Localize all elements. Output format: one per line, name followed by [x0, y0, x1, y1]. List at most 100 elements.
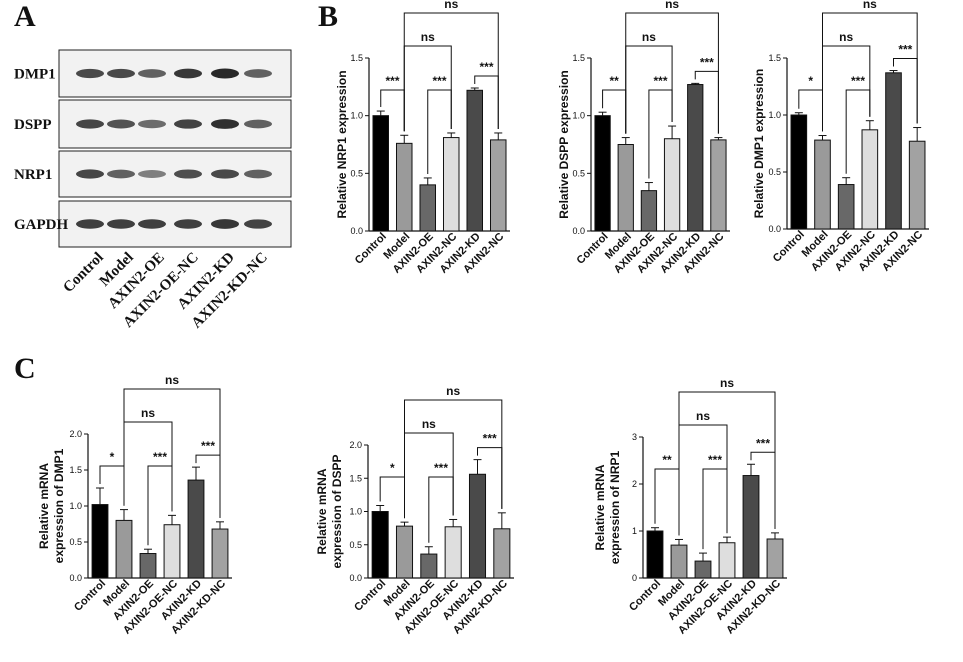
- significance-label: ***: [385, 74, 399, 88]
- significance-label: *: [110, 450, 115, 464]
- significance-bracket: [99, 465, 125, 506]
- panel-label-a: A: [14, 0, 36, 33]
- bar: [718, 542, 736, 579]
- significance-label: **: [609, 74, 619, 88]
- blot-band: [211, 219, 239, 229]
- x-tick-label: Control: [627, 578, 663, 614]
- significance-label: ***: [479, 60, 493, 74]
- significance-label: ***: [708, 453, 722, 467]
- y-axis-title: Relative DSPP expression: [557, 70, 571, 219]
- significance-label: *: [390, 461, 395, 475]
- y-tick-label: 0.5: [768, 167, 781, 177]
- significance-label: ***: [153, 450, 167, 464]
- significance-label: ns: [141, 406, 155, 420]
- bar: [444, 526, 462, 579]
- significance-label: ns: [696, 409, 710, 423]
- chart-6: 0 1 2 3 Relative mRNA expression of NRP1 Contr…: [593, 376, 787, 637]
- bar: [372, 115, 390, 232]
- significance-label: ns: [446, 384, 460, 398]
- bar: [395, 525, 414, 579]
- blot-band: [211, 119, 239, 129]
- bar: [419, 184, 437, 232]
- bar: [617, 144, 634, 232]
- y-tick-label: 1.5: [350, 53, 363, 63]
- y-tick-label: 0.5: [349, 540, 362, 550]
- bar: [395, 142, 413, 232]
- bar: [163, 524, 181, 579]
- y-tick-label: 0.0: [350, 226, 363, 236]
- y-tick-label: 0.0: [768, 224, 781, 234]
- significance-label: ***: [201, 439, 215, 453]
- blot-protein-label: DSPP: [14, 117, 52, 133]
- blot-band: [138, 119, 166, 129]
- significance-label: ***: [700, 55, 714, 69]
- y-tick-label: 0: [632, 573, 637, 583]
- chart-5: 0.0 0.5 1.0 1.5 2.0 Relative mRNA expression o…: [315, 384, 514, 637]
- blot-band: [138, 219, 166, 229]
- y-tick-label: 1.5: [349, 473, 362, 483]
- y-axis-title: Relative mRNA: [593, 464, 607, 550]
- blot-band: [211, 169, 239, 179]
- blot-band: [244, 119, 272, 129]
- blot-band: [244, 69, 272, 78]
- bar: [468, 473, 487, 579]
- bar: [493, 528, 511, 579]
- significance-label: ns: [165, 373, 179, 387]
- y-tick-label: 1.5: [69, 465, 82, 475]
- bar: [211, 528, 229, 579]
- y-tick-label: 3: [632, 432, 637, 442]
- blot-band: [76, 68, 104, 79]
- bar: [908, 140, 926, 230]
- y-tick-label: 0.0: [572, 226, 585, 236]
- blot-band: [174, 219, 202, 229]
- bar: [646, 530, 664, 579]
- blot-band: [244, 219, 272, 229]
- bar: [742, 475, 760, 579]
- blot-band: [107, 169, 135, 179]
- x-tick-label: Control: [575, 231, 611, 267]
- y-tick-label: 0.5: [572, 168, 585, 178]
- significance-bracket: [822, 12, 918, 132]
- y-axis-title: expression of NRP1: [608, 450, 622, 564]
- y-tick-label: 2: [632, 479, 637, 489]
- y-tick-label: 1.0: [349, 507, 362, 517]
- x-tick-label: Control: [771, 229, 807, 265]
- blot-band: [76, 119, 104, 129]
- bar: [371, 511, 389, 579]
- blot-protein-label: NRP1: [14, 167, 52, 183]
- bar: [594, 115, 611, 232]
- y-tick-label: 0.5: [69, 537, 82, 547]
- blot-band: [138, 170, 166, 178]
- significance-label: ***: [653, 74, 667, 88]
- blot-band: [76, 169, 104, 179]
- panel-label-c: C: [14, 352, 36, 385]
- bar: [489, 139, 507, 232]
- bar: [663, 138, 681, 232]
- significance-label: ***: [434, 461, 448, 475]
- bar: [420, 553, 438, 579]
- blot-band: [107, 219, 135, 229]
- bar: [885, 72, 902, 230]
- bar: [91, 504, 109, 579]
- bar: [640, 190, 658, 232]
- bar: [710, 139, 727, 232]
- significance-bracket: [404, 399, 503, 519]
- significance-label: *: [808, 74, 813, 88]
- blot-band: [107, 119, 135, 129]
- bar: [694, 560, 712, 579]
- y-axis-title: Relative mRNA: [315, 468, 329, 554]
- y-tick-label: 0.0: [69, 573, 82, 583]
- chart-4: 0.0 0.5 1.0 1.5 2.0 Relative mRNA expression o…: [37, 373, 232, 637]
- bar: [766, 538, 784, 579]
- bar: [466, 89, 484, 232]
- significance-bracket: [678, 391, 776, 536]
- significance-bracket: [403, 12, 499, 132]
- y-tick-label: 0.0: [349, 573, 362, 583]
- y-tick-label: 2.0: [349, 440, 362, 450]
- y-tick-label: 1.0: [572, 111, 585, 121]
- x-tick-label: Control: [352, 578, 388, 614]
